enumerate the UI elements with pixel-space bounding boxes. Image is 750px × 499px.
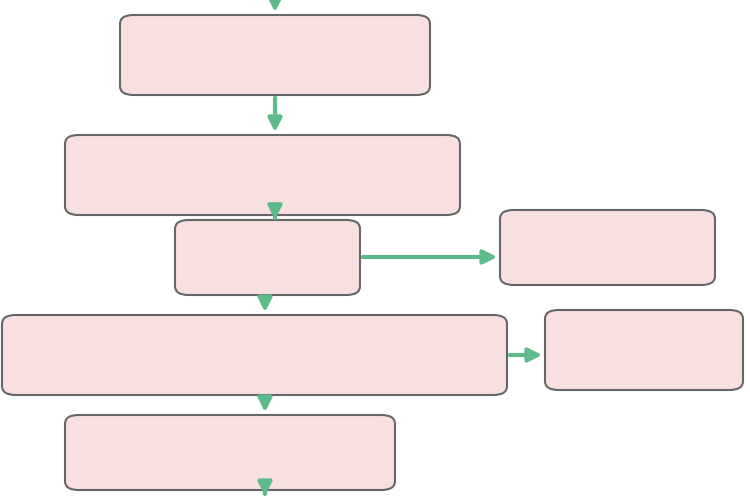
FancyBboxPatch shape bbox=[500, 210, 715, 285]
FancyBboxPatch shape bbox=[65, 135, 460, 215]
FancyBboxPatch shape bbox=[120, 15, 430, 95]
FancyBboxPatch shape bbox=[2, 315, 507, 395]
FancyBboxPatch shape bbox=[545, 310, 743, 390]
FancyBboxPatch shape bbox=[175, 220, 360, 295]
FancyBboxPatch shape bbox=[65, 415, 395, 490]
